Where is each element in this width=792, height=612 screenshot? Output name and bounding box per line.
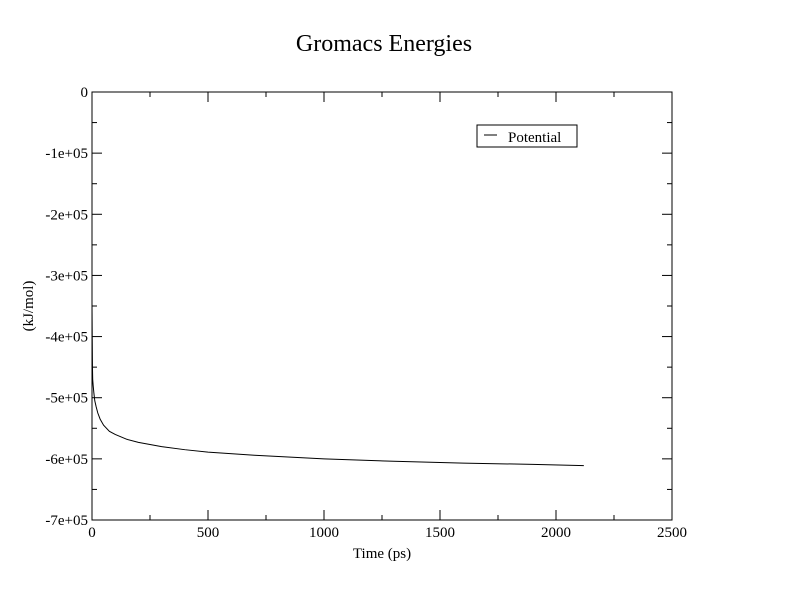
y-axis-label: (kJ/mol) xyxy=(21,281,37,332)
x-tick-label: 1500 xyxy=(425,525,455,541)
y-tick-label: 0 xyxy=(81,85,89,101)
x-tick-label: 2000 xyxy=(541,525,571,541)
y-tick-label: -5e+05 xyxy=(45,391,88,407)
y-tick-label: -4e+05 xyxy=(45,330,88,346)
x-tick-label: 2500 xyxy=(657,525,687,541)
legend-box xyxy=(476,124,578,148)
x-tick-label: 0 xyxy=(88,525,96,541)
y-tick-label: -3e+05 xyxy=(45,268,88,284)
x-axis-ticks: 0 500 1000 1500 2000 2500 xyxy=(88,92,687,541)
x-tick-label: 1000 xyxy=(309,525,339,541)
y-axis-ticks: 0 -1e+05 -2e+05 -3e+05 -4e+05 -5e+05 -6e+05 -7e… xyxy=(45,85,672,529)
legend-label-potential: Potential xyxy=(508,130,561,146)
y-tick-label: -2e+05 xyxy=(45,207,88,223)
x-tick-label: 500 xyxy=(197,525,220,541)
y-tick-label: -1e+05 xyxy=(45,146,88,162)
chart-title: Gromacs Energies xyxy=(296,31,472,57)
y-tick-label: -7e+05 xyxy=(45,513,88,529)
series-line-potential xyxy=(91,302,584,467)
plot-frame xyxy=(91,91,673,521)
y-tick-label: -6e+05 xyxy=(45,452,88,468)
legend: Potential xyxy=(476,124,578,148)
x-axis-label: Time (ps) xyxy=(353,546,411,562)
